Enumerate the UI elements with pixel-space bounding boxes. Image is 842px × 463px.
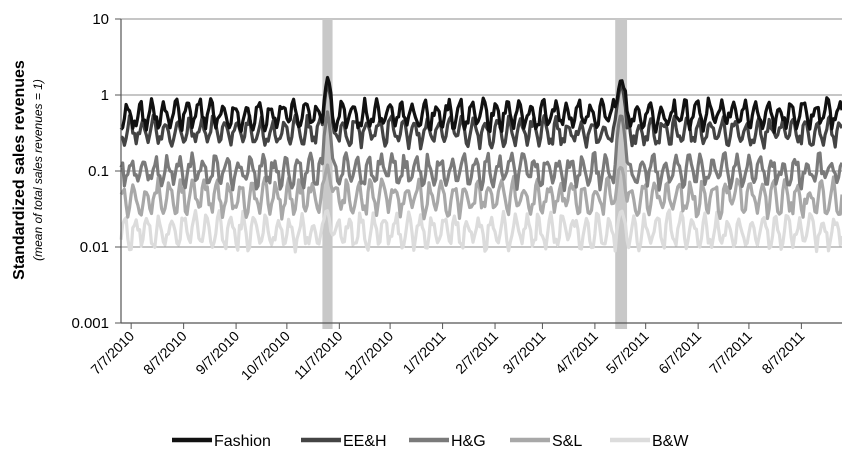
x-tick-label: 11/7/2010 xyxy=(291,328,346,383)
x-tick-label: 8/7/2010 xyxy=(140,328,190,378)
legend-label: H&G xyxy=(451,433,486,450)
legend: Fashion EE&H H&G S&L B&W xyxy=(172,433,689,450)
x-tick-label: 3/7/2011 xyxy=(499,328,548,377)
highlight-band xyxy=(615,19,628,329)
legend-label: Fashion xyxy=(214,433,271,450)
legend-label: EE&H xyxy=(343,433,387,450)
x-tick-label: 7/7/2011 xyxy=(706,328,755,377)
x-tick-label: 9/7/2010 xyxy=(192,328,242,378)
x-tick-label: 10/7/2010 xyxy=(238,328,294,384)
y-tick-labels: 10 1 0.1 0.01 0.001 xyxy=(71,11,109,332)
series-line-s-l xyxy=(119,163,842,221)
x-tick-label: 7/7/2010 xyxy=(87,328,137,378)
series-line-h-g xyxy=(119,110,842,193)
series-line-ee-h xyxy=(120,79,842,151)
x-tick-label: 5/7/2011 xyxy=(603,328,652,377)
legend-label: B&W xyxy=(652,433,689,450)
series-line-b-w xyxy=(119,208,842,254)
series-line-fashion xyxy=(119,75,842,134)
x-tick-label: 12/7/2010 xyxy=(341,328,397,384)
x-tick-label: 8/7/2011 xyxy=(758,328,807,377)
x-tick-label: 2/7/2011 xyxy=(452,328,501,377)
x-tick-label: 4/7/2011 xyxy=(552,328,601,377)
y-axis-sublabel: (mean of total sales revenues = 1) xyxy=(31,79,45,261)
y-tick-label: 1 xyxy=(101,87,109,104)
y-tick-label: 0.001 xyxy=(71,315,109,332)
y-tick-label: 0.01 xyxy=(80,239,109,256)
y-axis-label: Standardized sales revenues xyxy=(11,60,28,280)
x-tick-labels: 7/7/2010 8/7/2010 9/7/201010/7/201011/7/20… xyxy=(87,328,807,384)
y-tick-label: 10 xyxy=(92,11,109,28)
x-tick-label: 6/7/2011 xyxy=(655,328,704,377)
legend-label: S&L xyxy=(552,433,582,450)
axes xyxy=(120,19,842,329)
series-layer xyxy=(119,75,842,254)
x-tick-label: 1/7/2011 xyxy=(400,328,449,377)
y-tick-label: 0.1 xyxy=(88,163,109,180)
